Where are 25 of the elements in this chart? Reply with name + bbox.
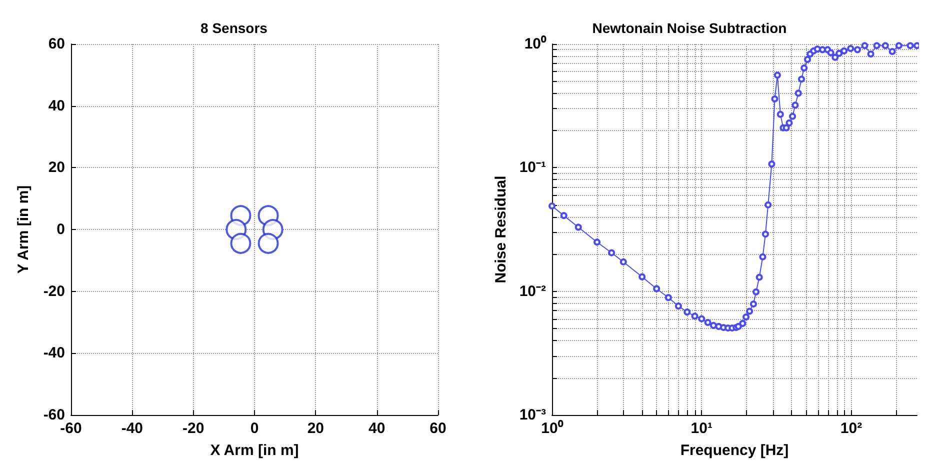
x-axis-title: X Arm [in m] bbox=[210, 442, 299, 459]
y-tick-label: 10⁻¹ bbox=[519, 159, 546, 176]
x-tick-label: 0 bbox=[250, 420, 259, 437]
y-tick-label: 60 bbox=[48, 36, 65, 52]
x-tick-label: 10² bbox=[840, 420, 862, 437]
y-tick-label: 40 bbox=[48, 97, 65, 114]
x-tick-label: -20 bbox=[182, 420, 204, 437]
x-axis-title: Frequency [Hz] bbox=[680, 442, 789, 459]
x-tick-label: 40 bbox=[368, 420, 386, 437]
y-axis-title: Y Arm [in m] bbox=[15, 185, 32, 274]
x-tick-label: 60 bbox=[430, 420, 446, 437]
x-tick-label: 10¹ bbox=[690, 420, 712, 437]
y-tick-label: 10⁰ bbox=[524, 34, 547, 52]
y-tick-label: -20 bbox=[43, 282, 65, 300]
point bbox=[258, 232, 279, 254]
point bbox=[230, 232, 252, 254]
y-tick-label: 0 bbox=[56, 221, 65, 238]
y-tick-label: 20 bbox=[48, 159, 65, 176]
y-axis-title: Noise Residual bbox=[492, 176, 510, 284]
x-tick-label: 20 bbox=[307, 420, 324, 437]
chart-title: Newtonain Noise Subtraction bbox=[592, 20, 787, 36]
x-tick-label: -40 bbox=[121, 420, 144, 437]
y-tick-label: 10⁻² bbox=[519, 282, 546, 300]
y-tick-label: -40 bbox=[43, 344, 65, 362]
chart-title: 8 Sensors bbox=[200, 20, 268, 36]
